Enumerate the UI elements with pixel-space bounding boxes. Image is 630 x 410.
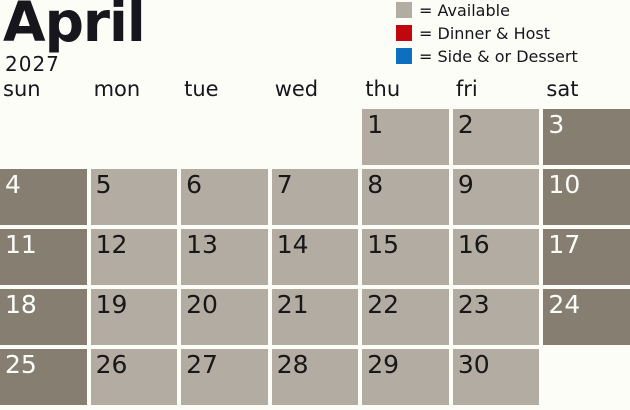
- weekday-label-sat: sat: [546, 77, 579, 101]
- empty-cell: [0, 109, 87, 165]
- day-cell-6[interactable]: 6: [181, 169, 268, 225]
- dinner-host-swatch: [396, 25, 412, 41]
- day-cell-24[interactable]: 24: [543, 289, 630, 345]
- day-cell-21[interactable]: 21: [271, 289, 359, 345]
- page-title: April: [3, 0, 146, 54]
- legend-row-dinner-host: = Dinner & Host: [396, 23, 578, 43]
- day-cell-19[interactable]: 19: [90, 289, 178, 345]
- day-cell-2[interactable]: 2: [452, 109, 540, 165]
- side-dessert-swatch: [396, 48, 412, 64]
- day-cell-14[interactable]: 14: [271, 229, 359, 285]
- day-cell-15[interactable]: 15: [362, 229, 449, 285]
- empty-cell: [91, 109, 178, 165]
- day-cell-1[interactable]: 1: [362, 109, 449, 165]
- weekday-label-sun: sun: [3, 77, 41, 101]
- weekday-label-tue: tue: [184, 77, 219, 101]
- day-cell-13[interactable]: 13: [181, 229, 268, 285]
- weekday-label-mon: mon: [93, 77, 141, 101]
- day-cell-27[interactable]: 27: [181, 349, 268, 405]
- legend-row-available: = Available: [396, 0, 578, 20]
- day-cell-4[interactable]: 4: [0, 169, 87, 225]
- day-cell-11[interactable]: 11: [0, 229, 87, 285]
- empty-cell: [181, 109, 268, 165]
- available-swatch: [396, 2, 412, 18]
- day-cell-8[interactable]: 8: [362, 169, 449, 225]
- day-cell-26[interactable]: 26: [90, 349, 178, 405]
- weekday-header-row: sun mon tue wed thu fri sat: [0, 77, 630, 101]
- day-cell-18[interactable]: 18: [0, 289, 87, 345]
- day-cell-23[interactable]: 23: [452, 289, 540, 345]
- day-cell-28[interactable]: 28: [271, 349, 359, 405]
- weekday-label-fri: fri: [455, 77, 478, 101]
- day-cell-9[interactable]: 9: [452, 169, 540, 225]
- day-cell-20[interactable]: 20: [181, 289, 268, 345]
- day-cell-17[interactable]: 17: [543, 229, 630, 285]
- calendar-grid: 1 2 3 4 5 6 7 8 9 10 11 12 13 14 15 16 17 18 19 20 21 22 23 24 2…: [0, 109, 630, 405]
- day-cell-16[interactable]: 16: [452, 229, 540, 285]
- empty-cell: [272, 109, 359, 165]
- year-label: 2027: [5, 52, 60, 76]
- day-cell-3[interactable]: 3: [543, 109, 630, 165]
- day-cell-10[interactable]: 10: [543, 169, 630, 225]
- legend: = Available = Dinner & Host = Side & or …: [396, 0, 578, 66]
- day-cell-5[interactable]: 5: [90, 169, 178, 225]
- weekday-label-thu: thu: [365, 77, 401, 101]
- legend-label-side-dessert: = Side & or Dessert: [419, 46, 578, 66]
- day-cell-25[interactable]: 25: [0, 349, 87, 405]
- legend-row-side-dessert: = Side & or Dessert: [396, 46, 578, 66]
- day-cell-29[interactable]: 29: [362, 349, 449, 405]
- legend-label-dinner-host: = Dinner & Host: [419, 23, 551, 43]
- legend-label-available: = Available: [419, 0, 510, 20]
- day-cell-30[interactable]: 30: [452, 349, 540, 405]
- day-cell-22[interactable]: 22: [362, 289, 449, 345]
- empty-cell: [543, 349, 630, 405]
- day-cell-12[interactable]: 12: [90, 229, 178, 285]
- day-cell-7[interactable]: 7: [271, 169, 359, 225]
- weekday-label-wed: wed: [274, 77, 319, 101]
